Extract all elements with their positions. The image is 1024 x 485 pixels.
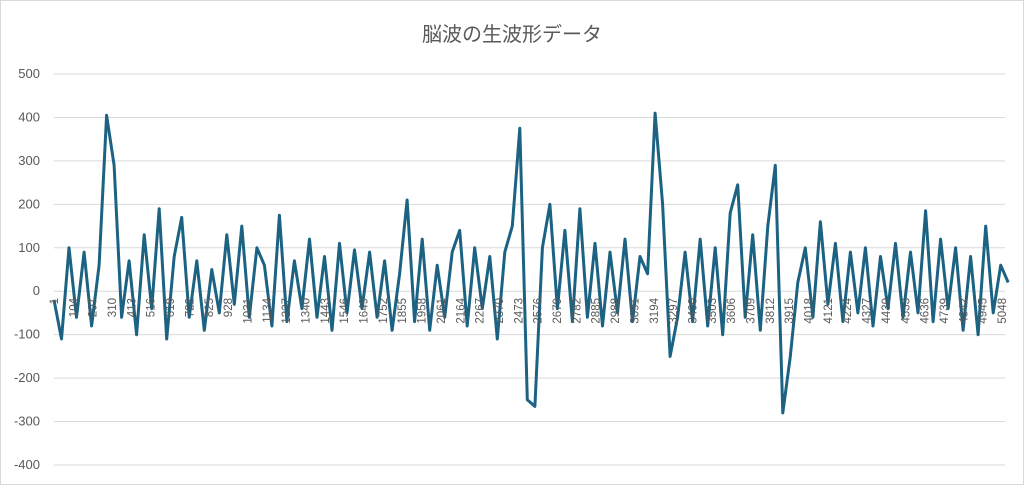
x-tick-label: 4018 xyxy=(804,298,816,324)
x-tick-label: 2370 xyxy=(494,298,506,324)
x-tick-label: 516 xyxy=(146,298,158,317)
x-tick-label: 1031 xyxy=(242,298,254,324)
x-tick-label: 825 xyxy=(204,298,216,317)
y-tick-label: -100 xyxy=(14,327,40,342)
chart-title: 脳波の生波形データ xyxy=(422,22,602,46)
x-tick-label: 2576 xyxy=(533,298,545,324)
x-tick-label: 3194 xyxy=(649,297,661,323)
x-tick-label: 4739 xyxy=(939,298,951,324)
x-tick-label: 1134 xyxy=(262,297,274,322)
x-tick-label: 4224 xyxy=(842,297,854,323)
x-tick-label: 3400 xyxy=(687,298,699,324)
x-tick-label: 5048 xyxy=(997,298,1009,324)
x-tick-label: 1752 xyxy=(378,298,390,324)
y-tick-label: -300 xyxy=(14,414,40,429)
y-tick-label: 200 xyxy=(18,196,40,211)
x-tick-label: 1546 xyxy=(339,298,351,324)
x-tick-label: 1237 xyxy=(281,298,293,324)
x-tick-label: 3915 xyxy=(784,298,796,324)
y-tick-label: -400 xyxy=(14,457,40,472)
x-tick-label: 4327 xyxy=(862,298,874,324)
x-tick-label: 3297 xyxy=(668,298,680,324)
x-tick-label: 4121 xyxy=(823,298,835,324)
x-tick-label: 413 xyxy=(126,298,138,317)
x-tick-label: 1855 xyxy=(397,298,409,324)
x-tick-label: 619 xyxy=(165,298,177,317)
x-tick-label: 4430 xyxy=(881,298,893,324)
x-tick-label: 104 xyxy=(68,297,80,317)
x-tick-label: 928 xyxy=(223,298,235,317)
x-tick-label: 1443 xyxy=(320,298,332,324)
y-tick-label: 300 xyxy=(18,153,40,168)
x-tick-label: 2061 xyxy=(436,298,448,324)
x-tick-label: 3709 xyxy=(745,298,757,324)
x-tick-label: 3503 xyxy=(707,298,719,324)
x-tick-label: 2679 xyxy=(552,298,564,324)
x-tick-label: 2885 xyxy=(591,298,603,324)
x-tick-label: 2782 xyxy=(571,298,583,324)
x-tick-label: 722 xyxy=(184,298,196,317)
x-tick-label: 310 xyxy=(107,298,119,317)
x-tick-label: 4636 xyxy=(920,298,932,324)
x-tick-label: 2267 xyxy=(475,298,487,324)
x-tick-label: 207 xyxy=(88,298,100,317)
y-tick-label: -200 xyxy=(14,370,40,385)
series-line xyxy=(52,111,1010,415)
x-tick-label: 1649 xyxy=(359,298,371,324)
x-tick-label: 2164 xyxy=(455,297,467,323)
y-tick-label: 500 xyxy=(18,66,40,81)
x-tick-label: 3091 xyxy=(629,298,641,324)
x-tick-label: 4533 xyxy=(900,298,912,324)
x-tick-label: 4945 xyxy=(978,298,990,324)
x-tick-label: 1958 xyxy=(417,298,429,324)
x-tick-label: 3812 xyxy=(765,298,777,324)
y-tick-label: 400 xyxy=(18,109,40,124)
y-tick-label: 0 xyxy=(33,283,40,298)
x-tick-label: 2988 xyxy=(610,298,622,324)
x-tick-label: 3606 xyxy=(726,298,738,324)
x-tick-label: 1340 xyxy=(301,298,313,324)
x-tick-label: 4842 xyxy=(958,298,970,324)
x-tick-label: 1 xyxy=(49,298,61,304)
x-tick-label: 2473 xyxy=(513,298,525,324)
y-tick-label: 100 xyxy=(18,240,40,255)
